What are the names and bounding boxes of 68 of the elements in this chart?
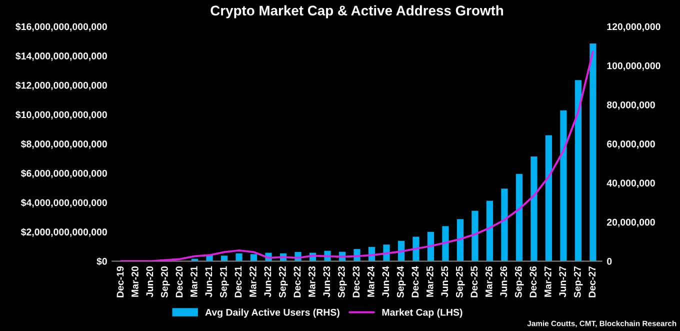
bar (236, 253, 242, 262)
x-tick-label: Mar-25 (426, 266, 434, 297)
y-tick-label: $12,000,000,000,000 (16, 81, 107, 90)
x-tick-label: Jun-25 (441, 266, 448, 298)
x-tick-label: Sep-25 (456, 266, 465, 298)
x-tick-label: Jun-20 (146, 266, 154, 298)
x-tick-label: Sep-27 (574, 266, 583, 298)
bar (545, 135, 552, 262)
y2-tick-label: 120,000,000 (607, 23, 660, 32)
y-tick-label: $2,000,000,000,000 (20, 228, 107, 237)
x-tick-label: Sep-26 (514, 266, 524, 298)
x-tick-label: Mar-20 (132, 266, 138, 297)
y-tick-label: $6,000,000,000,000 (20, 169, 107, 178)
x-tick-label: Sep-24 (396, 266, 406, 298)
y2-tick-label: 20,000,000 (607, 218, 655, 228)
x-tick-label: Sep-23 (338, 266, 347, 298)
x-tick-label: Dec-25 (470, 266, 478, 298)
chart-title: Crypto Market Cap & Active Address Growth (210, 5, 504, 18)
y2-tick-label: 60,000,000 (607, 140, 655, 149)
x-tick-label: Jun-22 (264, 266, 272, 298)
y-tick-label: $4,000,000,000,000 (20, 198, 107, 208)
y-tick-label: $10,000,000,000,000 (16, 110, 107, 120)
bar (516, 174, 523, 262)
x-tick-label: Dec-27 (588, 266, 596, 298)
x-tick-label: Jun-21 (205, 266, 212, 298)
y2-tick-label: 100,000,000 (607, 62, 660, 71)
x-tick-label: Sep-21 (220, 266, 229, 298)
x-tick-label: Mar-27 (544, 266, 552, 297)
bar (250, 254, 258, 262)
x-tick-label: Mar-26 (485, 266, 492, 297)
bar (456, 219, 464, 262)
x-tick-label: Mar-23 (308, 266, 316, 297)
x-tick-label: Sep-22 (278, 266, 288, 298)
y2-tick-label: 80,000,000 (606, 101, 655, 110)
bar (501, 188, 508, 262)
x-tick-label: Dec-26 (530, 266, 537, 298)
bar (220, 256, 228, 262)
x-tick-label: Jun-26 (500, 266, 508, 298)
x-tick-label: Mar-24 (367, 266, 374, 297)
bar (590, 43, 596, 262)
x-tick-label: Jun-23 (323, 266, 330, 298)
bar (486, 200, 494, 262)
y-tick-label: $14,000,000,000,000 (16, 52, 107, 61)
y-tick-label: $8,000,000,000,000 (20, 140, 107, 149)
x-tick-label: Sep-20 (161, 266, 170, 298)
bar (530, 156, 538, 262)
y-tick-label: $0 (96, 257, 107, 266)
legend-label: Market Cap (LHS) (382, 308, 462, 318)
x-tick-label: Dec-24 (412, 266, 419, 298)
bar (560, 110, 567, 262)
x-tick-label: Dec-21 (234, 266, 242, 298)
bar (472, 210, 478, 262)
bar (574, 80, 582, 262)
x-tick-label: Jun-24 (382, 266, 390, 298)
x-tick-label: Dec-22 (294, 266, 301, 298)
x-tick-label: Dec-23 (352, 266, 360, 298)
legend-label: Avg Daily Active Users (RHS) (205, 308, 340, 318)
y-tick-label: $16,000,000,000,000 (16, 22, 107, 32)
x-tick-label: Dec-20 (176, 266, 183, 298)
bar (412, 236, 420, 262)
x-tick-label: Jun-27 (559, 266, 566, 298)
x-tick-label: Dec-19 (116, 266, 124, 298)
x-tick-label: Mar-21 (190, 266, 198, 297)
x-tick-label: Mar-22 (249, 266, 256, 297)
bar (442, 226, 449, 262)
y2-tick-label: 40,000,000 (606, 180, 655, 188)
line-series (120, 50, 594, 262)
y2-tick-label: 0 (607, 258, 612, 265)
